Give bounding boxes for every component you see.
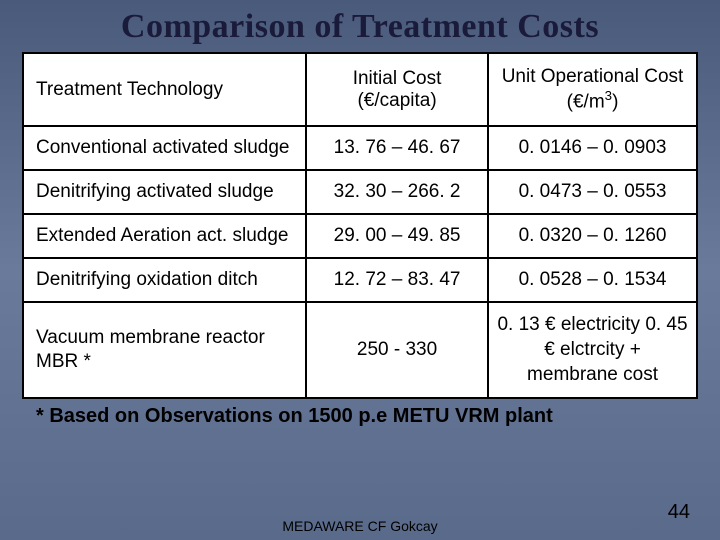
slide-container: Comparison of Treatment Costs Treatment … xyxy=(0,0,720,540)
table-header-row: Treatment Technology Initial Cost (€/cap… xyxy=(23,53,697,126)
cell-initial: 12. 72 – 83. 47 xyxy=(306,258,488,302)
cell-unit: 0. 0528 – 0. 1534 xyxy=(488,258,697,302)
cell-initial: 32. 30 – 266. 2 xyxy=(306,170,488,214)
cell-initial: 13. 76 – 46. 67 xyxy=(306,126,488,170)
footnote: * Based on Observations on 1500 p.e METU… xyxy=(22,405,698,428)
table-row: Conventional activated sludge 13. 76 – 4… xyxy=(23,126,697,170)
table-row: Vacuum membrane reactor MBR * 250 - 330 … xyxy=(23,302,697,398)
cell-unit: 0. 13 € electricity 0. 45 € elctrcity + … xyxy=(488,302,697,398)
cell-technology: Denitrifying oxidation ditch xyxy=(23,258,306,302)
cell-unit: 0. 0146 – 0. 0903 xyxy=(488,126,697,170)
cost-comparison-table: Treatment Technology Initial Cost (€/cap… xyxy=(22,52,698,399)
cell-technology: Extended Aeration act. sludge xyxy=(23,214,306,258)
page-number: 44 xyxy=(668,501,690,524)
table-row: Denitrifying activated sludge 32. 30 – 2… xyxy=(23,170,697,214)
table-row: Denitrifying oxidation ditch 12. 72 – 83… xyxy=(23,258,697,302)
cell-technology: Vacuum membrane reactor MBR * xyxy=(23,302,306,398)
cell-technology: Denitrifying activated sludge xyxy=(23,170,306,214)
cell-unit: 0. 0473 – 0. 0553 xyxy=(488,170,697,214)
cell-technology: Conventional activated sludge xyxy=(23,126,306,170)
col-header-unit-cost: Unit Operational Cost (€/m3) xyxy=(488,53,697,126)
col-header-initial-cost: Initial Cost (€/capita) xyxy=(306,53,488,126)
slide-title: Comparison of Treatment Costs xyxy=(22,8,698,46)
col-header-technology: Treatment Technology xyxy=(23,53,306,126)
cell-unit: 0. 0320 – 0. 1260 xyxy=(488,214,697,258)
cell-initial: 250 - 330 xyxy=(306,302,488,398)
cell-initial: 29. 00 – 49. 85 xyxy=(306,214,488,258)
table-row: Extended Aeration act. sludge 29. 00 – 4… xyxy=(23,214,697,258)
footer-credit: MEDAWARE CF Gokcay xyxy=(0,518,720,534)
